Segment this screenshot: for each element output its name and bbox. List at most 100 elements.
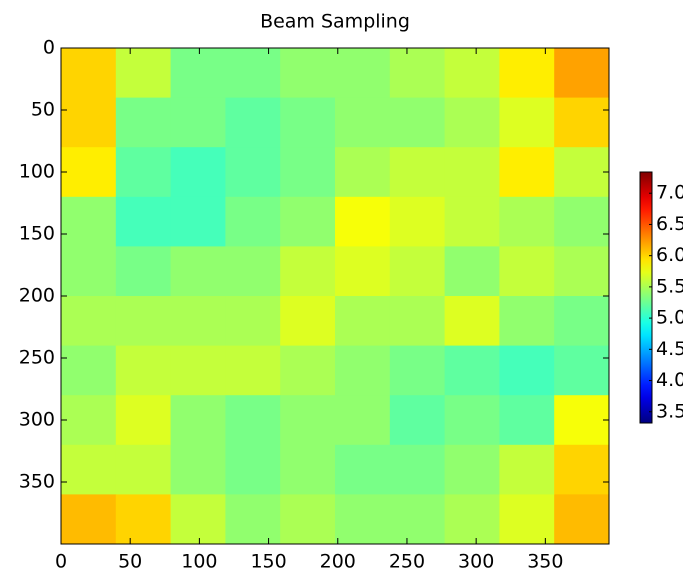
x-tick-label: 300 [458, 551, 494, 573]
heatmap-cell [115, 296, 172, 347]
y-tick-label: 100 [19, 161, 55, 183]
heatmap-cell [61, 296, 117, 347]
colorbar-tick-label: 6.5 [656, 213, 683, 235]
heatmap-cell [225, 48, 281, 99]
y-tick-label: 0 [43, 37, 55, 59]
heatmap-cell [115, 246, 172, 297]
heatmap-cell [280, 246, 336, 297]
heatmap-cell [335, 444, 391, 495]
heatmap-cell [61, 196, 117, 247]
heatmap-cell [444, 345, 500, 396]
heatmap-cell [444, 444, 500, 495]
heatmap-cell [499, 48, 555, 99]
heatmap-cell [170, 246, 226, 297]
heatmap-cell [61, 48, 117, 99]
heatmap-cell [499, 296, 555, 347]
heatmap-cell [170, 196, 226, 247]
heatmap-cell [389, 395, 446, 446]
heatmap-cell [225, 97, 281, 148]
heatmap-cell [115, 444, 172, 495]
heatmap-cell [61, 147, 117, 198]
heatmap-cell [499, 196, 555, 247]
heatmap-cell [170, 147, 226, 198]
heatmap-cell [115, 395, 172, 446]
x-tick-label: 200 [320, 551, 356, 573]
y-tick-label: 300 [19, 409, 55, 431]
colorbar-tick-label: 5.5 [656, 275, 683, 297]
heatmap-cell [225, 494, 281, 545]
heatmap-cell [499, 97, 555, 148]
heatmap-cell [389, 246, 446, 297]
heatmap-cell [61, 395, 117, 446]
heatmap-cell [335, 147, 391, 198]
heatmap-cell [170, 296, 226, 347]
heatmap-cell [170, 97, 226, 148]
y-tick-label: 50 [31, 99, 55, 121]
heatmap-cell [225, 444, 281, 495]
y-tick-label: 350 [19, 471, 55, 493]
heatmap-cell [444, 296, 500, 347]
colorbar-tick-label: 4.0 [656, 369, 683, 391]
heatmap-cell [554, 494, 610, 545]
heatmap-cell [115, 345, 172, 396]
heatmap-cell [280, 345, 336, 396]
heatmap-cell [389, 196, 446, 247]
heatmap-cell [444, 147, 500, 198]
heatmap-cell [280, 196, 336, 247]
colorbar-tick-label: 3.5 [656, 400, 683, 422]
heatmap-cell [499, 147, 555, 198]
heatmap-cell [225, 246, 281, 297]
heatmap-cell [335, 246, 391, 297]
y-tick-label: 150 [19, 223, 55, 245]
heatmap-cell [61, 246, 117, 297]
heatmap-cell [499, 246, 555, 297]
heatmap-cell [554, 97, 610, 148]
heatmap-cell [389, 494, 446, 545]
heatmap-cell [554, 444, 610, 495]
heatmap-cell [554, 296, 610, 347]
x-tick-label: 0 [55, 551, 67, 573]
heatmap-cell [554, 196, 610, 247]
heatmap-cell [61, 97, 117, 148]
heatmap-cell [170, 48, 226, 99]
heatmap-cell [170, 345, 226, 396]
heatmap-cell [389, 147, 446, 198]
x-tick-label: 250 [389, 551, 425, 573]
heatmap-cell [444, 48, 500, 99]
heatmap-cell [225, 147, 281, 198]
heatmap-cell [280, 494, 336, 545]
heatmap-cell [554, 48, 610, 99]
heatmap-cell [225, 395, 281, 446]
heatmap-cell [61, 345, 117, 396]
heatmap-cell [225, 196, 281, 247]
heatmap-cell [280, 296, 336, 347]
heatmap-cell [389, 444, 446, 495]
heatmap-cell [280, 444, 336, 495]
heatmap-cell [225, 345, 281, 396]
heatmap-cell [499, 494, 555, 545]
heatmap-cell [335, 395, 391, 446]
x-tick-label: 100 [181, 551, 217, 573]
colorbar [639, 171, 653, 424]
heatmap [61, 48, 610, 545]
heatmap-cell [335, 296, 391, 347]
x-tick-label: 150 [250, 551, 286, 573]
heatmap-cell [389, 296, 446, 347]
y-tick-label: 250 [19, 347, 55, 369]
heatmap-cell [170, 494, 226, 545]
heatmap-cell [115, 494, 172, 545]
heatmap-cell [444, 494, 500, 545]
colorbar-tick-label: 6.0 [656, 244, 683, 266]
heatmap-cell [115, 147, 172, 198]
heatmap-cell [335, 345, 391, 396]
heatmap-cell [389, 345, 446, 396]
heatmap-cell [61, 494, 117, 545]
heatmap-cell [280, 147, 336, 198]
heatmap-cell [280, 97, 336, 148]
heatmap-cell [335, 97, 391, 148]
chart-title: Beam Sampling [260, 11, 410, 33]
heatmap-cell [444, 395, 500, 446]
heatmap-cell [554, 345, 610, 396]
heatmap-cell [115, 196, 172, 247]
